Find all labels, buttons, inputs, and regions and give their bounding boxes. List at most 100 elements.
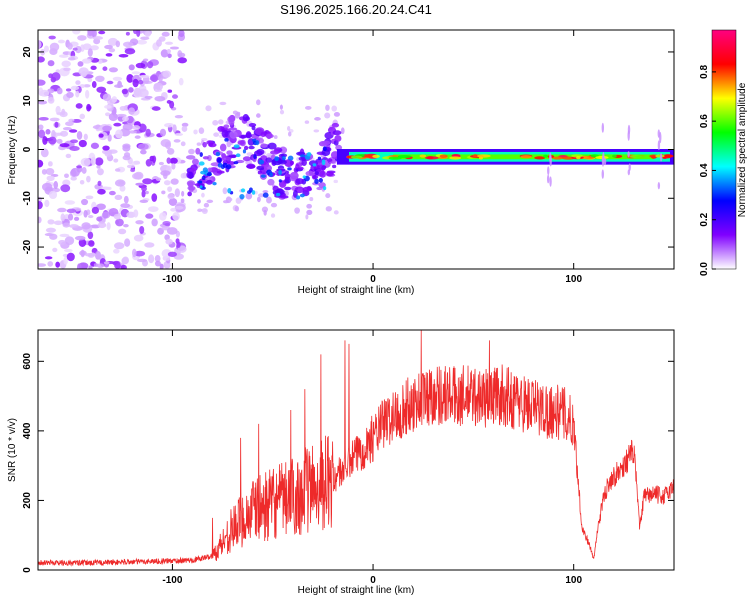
heatmap-cell xyxy=(90,142,100,149)
heatmap-cell xyxy=(108,149,118,154)
heatmap-cell xyxy=(56,87,63,95)
heatmap-cell xyxy=(56,138,63,144)
heatmap-cell xyxy=(299,154,306,158)
heatmap-cell xyxy=(253,154,257,160)
heatmap-cell xyxy=(187,185,196,191)
heatmap-cell xyxy=(287,167,292,171)
heatmap-cell xyxy=(657,140,661,151)
heatmap-cell xyxy=(133,171,144,180)
heatmap-cell xyxy=(659,131,662,144)
heatmap-cell xyxy=(164,122,175,128)
heatmap-cell xyxy=(657,182,661,190)
heatmap-cell xyxy=(101,211,111,219)
heatmap-cell xyxy=(199,185,203,189)
heatmap-cell xyxy=(197,208,203,213)
heatmap-cell xyxy=(96,86,107,93)
heatmap-cell xyxy=(124,238,131,247)
heatmap-cell xyxy=(88,265,93,269)
heatmap-cell xyxy=(201,175,206,180)
heatmap-cell xyxy=(222,187,228,195)
heatmap-cell xyxy=(122,144,131,152)
heatmap-cell xyxy=(47,97,55,104)
heatmap-cell xyxy=(144,95,153,99)
heatmap-cell xyxy=(70,139,79,144)
heatmap-cell xyxy=(145,213,154,219)
heatmap-cell xyxy=(131,71,141,75)
heatmap-cell xyxy=(74,216,80,221)
heatmap-cell xyxy=(439,154,448,158)
heatmap-cell xyxy=(65,121,74,127)
heatmap-cell xyxy=(170,207,177,212)
x-tick-label: -100 xyxy=(162,575,182,586)
heatmap-cell xyxy=(59,130,69,137)
heatmap-cell xyxy=(65,153,72,159)
heatmap-cell xyxy=(108,67,118,73)
heatmap-cell xyxy=(278,169,282,176)
y-tick-label: 20 xyxy=(22,46,33,58)
heatmap-cell xyxy=(164,222,171,227)
x-tick-label: 100 xyxy=(565,575,582,586)
heatmap-cell xyxy=(102,93,112,102)
heatmap-cell xyxy=(46,175,55,182)
heatmap-cell xyxy=(120,264,127,269)
heatmap-cell xyxy=(78,67,89,76)
heatmap-cell xyxy=(549,152,552,163)
heatmap-cell xyxy=(74,235,86,241)
heatmap-cell xyxy=(90,65,97,71)
heatmap-cell xyxy=(181,190,185,197)
heatmap-cell xyxy=(552,156,563,160)
heatmap-cell xyxy=(306,203,312,209)
heatmap-cell xyxy=(161,190,166,195)
heatmap-cell xyxy=(96,165,101,169)
heatmap-cell xyxy=(70,85,80,91)
heatmap-cell xyxy=(107,37,118,46)
heatmap-cell xyxy=(64,200,76,205)
heatmap-cell xyxy=(169,46,180,50)
y-tick-label: 400 xyxy=(22,422,33,439)
heatmap-cell xyxy=(296,195,301,200)
heatmap-cell xyxy=(172,212,180,221)
heatmap-cell xyxy=(112,76,123,81)
heatmap-cell xyxy=(242,156,252,162)
heatmap-cell xyxy=(245,131,252,138)
heatmap-cell xyxy=(207,167,213,173)
colorbar-axis: 0.0 0.2 0.4 0.6 0.8 xyxy=(699,64,716,276)
heatmap-cell xyxy=(174,188,180,198)
heatmap-cell xyxy=(267,142,277,150)
heatmap-cell xyxy=(103,261,110,265)
heatmap-cell xyxy=(39,89,50,97)
heatmap-cell xyxy=(125,31,130,36)
heatmap-cell xyxy=(44,199,50,208)
heatmap-cell xyxy=(254,150,263,157)
heatmap-cell xyxy=(239,193,245,200)
heatmap-cell xyxy=(97,180,102,186)
heatmap-cell xyxy=(133,234,144,242)
heatmap-cell xyxy=(321,140,331,146)
heatmap-cell xyxy=(168,197,178,206)
colorbar-tick-label: 0.2 xyxy=(699,212,710,226)
heatmap-cell xyxy=(143,58,149,62)
heatmap-cell xyxy=(222,162,228,168)
heatmap-cell xyxy=(314,171,319,176)
heatmap-cell xyxy=(98,30,106,35)
heatmap-cell xyxy=(263,209,267,216)
heatmap-cell xyxy=(66,208,77,214)
heatmap-cell xyxy=(81,222,91,230)
heatmap-cell xyxy=(270,213,276,218)
heatmap-cell xyxy=(45,167,55,176)
x-tick-label: 100 xyxy=(565,274,582,285)
heatmap-cell xyxy=(114,179,126,187)
heatmap-cell xyxy=(138,143,149,151)
heatmap-cell xyxy=(333,210,339,215)
heatmap-cell xyxy=(228,127,238,131)
heatmap-cell xyxy=(121,116,129,122)
heatmap-cell xyxy=(198,127,205,135)
heatmap-cell xyxy=(627,130,630,141)
heatmap-cell xyxy=(635,155,646,159)
heatmap-cell xyxy=(118,54,129,58)
heatmap-cell xyxy=(128,87,134,93)
heatmap-cell xyxy=(331,122,340,128)
heatmap-cell xyxy=(340,127,345,135)
colorbar: 0.0 0.2 0.4 0.6 0.8 Normalized spectral ampl… xyxy=(699,29,748,276)
heatmap-cell xyxy=(59,233,70,238)
